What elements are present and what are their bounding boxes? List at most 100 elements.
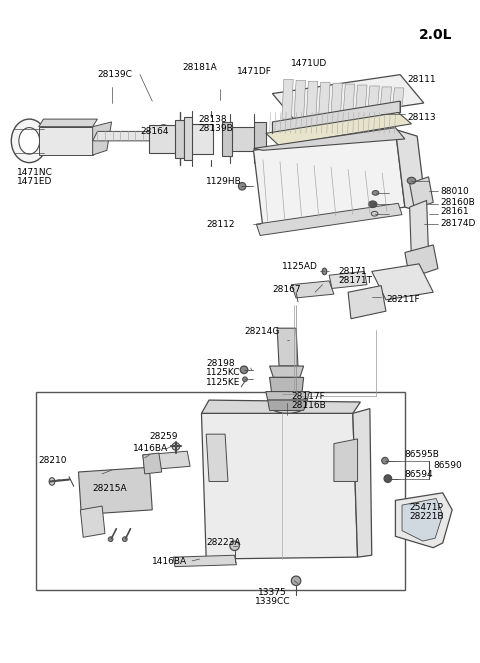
Polygon shape (319, 82, 330, 115)
Text: 86594: 86594 (404, 470, 432, 479)
Polygon shape (93, 122, 111, 155)
Text: 28171: 28171 (339, 267, 367, 276)
Text: 28198: 28198 (206, 359, 235, 368)
Text: 28117F: 28117F (291, 392, 325, 401)
Polygon shape (39, 119, 97, 127)
Text: 25471P: 25471P (409, 503, 444, 511)
Ellipse shape (372, 190, 379, 196)
Polygon shape (268, 400, 307, 410)
Polygon shape (175, 120, 184, 158)
Polygon shape (184, 117, 192, 160)
Polygon shape (409, 200, 429, 261)
Polygon shape (173, 555, 237, 567)
Ellipse shape (49, 477, 55, 485)
Polygon shape (222, 122, 232, 156)
Text: 28174D: 28174D (440, 219, 475, 227)
Polygon shape (329, 271, 367, 288)
Text: 86595B: 86595B (404, 450, 439, 459)
Polygon shape (149, 125, 180, 153)
Polygon shape (206, 434, 228, 481)
Ellipse shape (12, 119, 47, 162)
Text: 1471ED: 1471ED (17, 177, 52, 186)
Text: 28138: 28138 (199, 115, 227, 123)
Polygon shape (353, 408, 372, 557)
Polygon shape (273, 75, 424, 122)
Polygon shape (402, 499, 443, 541)
Ellipse shape (122, 537, 127, 542)
Text: 28113: 28113 (408, 113, 436, 122)
Text: 2.0L: 2.0L (419, 28, 453, 42)
Ellipse shape (291, 576, 301, 585)
Polygon shape (343, 84, 355, 112)
Polygon shape (143, 453, 162, 474)
Text: 28181A: 28181A (182, 62, 217, 72)
Polygon shape (396, 493, 452, 548)
Text: 28259: 28259 (149, 432, 178, 442)
Polygon shape (368, 86, 379, 109)
Text: 28139C: 28139C (97, 70, 132, 79)
Text: 28167: 28167 (273, 285, 301, 294)
Polygon shape (80, 506, 105, 537)
Text: 28112: 28112 (206, 219, 235, 229)
Ellipse shape (384, 475, 392, 483)
Ellipse shape (155, 125, 172, 151)
Text: 1416BA: 1416BA (133, 444, 168, 453)
Ellipse shape (274, 397, 301, 410)
Polygon shape (202, 400, 360, 413)
Text: 28171T: 28171T (339, 276, 372, 285)
Text: 28160B: 28160B (440, 198, 475, 207)
Text: 1416BA: 1416BA (152, 558, 187, 566)
Ellipse shape (239, 182, 246, 190)
Text: 1471NC: 1471NC (17, 168, 53, 176)
Polygon shape (405, 245, 438, 278)
Polygon shape (266, 113, 411, 146)
Ellipse shape (369, 201, 377, 208)
Text: 88010: 88010 (440, 186, 468, 196)
Text: 28210: 28210 (39, 456, 67, 465)
Polygon shape (190, 124, 213, 154)
Polygon shape (253, 127, 405, 151)
Polygon shape (396, 129, 427, 213)
Polygon shape (372, 264, 433, 300)
Bar (36, 392, 405, 590)
Ellipse shape (382, 457, 388, 464)
Polygon shape (273, 101, 400, 133)
Text: 13375: 13375 (258, 587, 287, 597)
Polygon shape (306, 82, 318, 116)
Ellipse shape (230, 541, 240, 550)
Text: 28211F: 28211F (386, 295, 420, 304)
Polygon shape (282, 80, 293, 119)
Polygon shape (393, 88, 404, 106)
Polygon shape (253, 129, 405, 228)
Polygon shape (254, 122, 266, 156)
Polygon shape (202, 413, 358, 559)
Text: 86590: 86590 (433, 461, 462, 470)
Polygon shape (143, 452, 190, 470)
Text: 28111: 28111 (408, 75, 436, 84)
Text: 28164: 28164 (140, 127, 168, 136)
Text: 1471DF: 1471DF (238, 68, 272, 76)
Polygon shape (409, 177, 433, 209)
Text: 1125KC: 1125KC (206, 368, 240, 377)
Polygon shape (270, 377, 304, 394)
Text: 1471UD: 1471UD (291, 59, 327, 68)
Text: 1125KE: 1125KE (206, 378, 240, 387)
Polygon shape (270, 366, 304, 377)
Text: 28116B: 28116B (291, 401, 326, 410)
Text: 1129HB: 1129HB (206, 177, 242, 186)
Text: 28215A: 28215A (93, 483, 127, 493)
Polygon shape (93, 131, 154, 141)
Ellipse shape (108, 537, 113, 542)
Polygon shape (291, 281, 334, 298)
Text: 28161: 28161 (440, 208, 468, 216)
Ellipse shape (372, 211, 378, 216)
Text: 1125AD: 1125AD (282, 262, 318, 271)
Polygon shape (380, 87, 392, 108)
Ellipse shape (242, 377, 247, 382)
Polygon shape (266, 392, 309, 400)
Ellipse shape (172, 443, 180, 450)
Text: 1339CC: 1339CC (255, 597, 290, 606)
Polygon shape (356, 85, 367, 111)
Text: 28223A: 28223A (206, 538, 240, 546)
Ellipse shape (322, 268, 327, 274)
